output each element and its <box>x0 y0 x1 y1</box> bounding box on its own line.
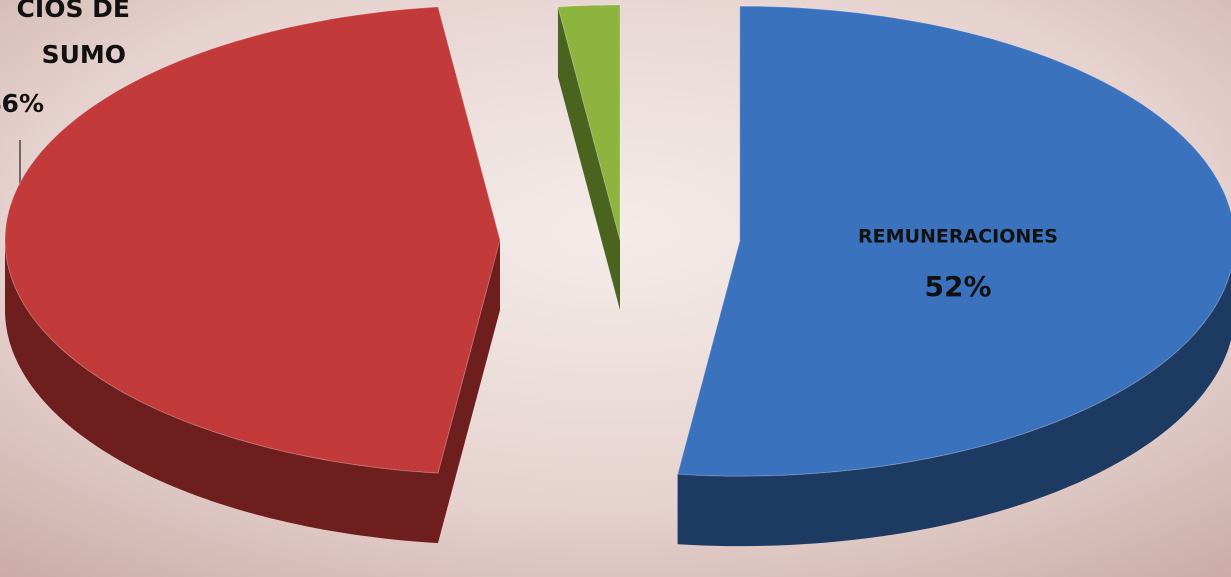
slice <box>4 6 501 474</box>
category-label: REMUNERACIONES <box>858 226 1058 248</box>
value-label: 46% <box>0 89 44 118</box>
slice-side <box>5 240 438 544</box>
slice-wall <box>437 240 500 544</box>
slice <box>677 5 1231 477</box>
slice-wall <box>557 6 620 310</box>
slice-side <box>677 269 1231 547</box>
category-label: SUMO <box>42 40 126 69</box>
category-label: CIOS DE <box>17 0 130 23</box>
value-label: 52% <box>924 270 991 303</box>
slice <box>557 4 621 241</box>
